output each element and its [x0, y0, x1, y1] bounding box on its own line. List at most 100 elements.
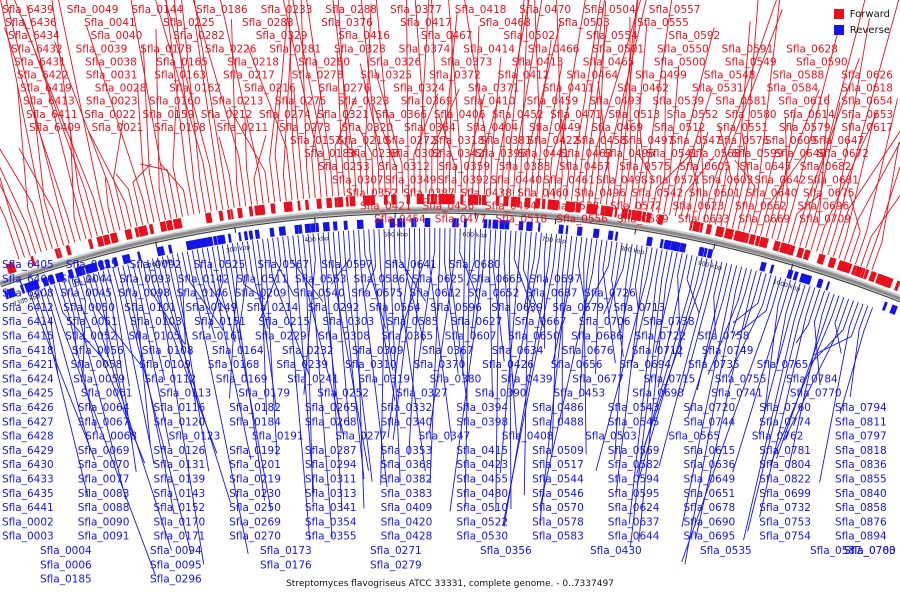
reverse-gene-label: Sfla_6425	[2, 388, 54, 400]
forward-gene-label: Sfla_0416	[338, 30, 390, 42]
forward-leader-line	[821, 18, 870, 254]
forward-gene	[205, 212, 213, 224]
reverse-gene-label: Sfla_0409	[381, 502, 433, 514]
reverse-gene-label: Sfla_0677	[572, 373, 624, 385]
forward-gene	[868, 270, 875, 282]
forward-gene-label: Sfla_0571	[649, 174, 701, 186]
reverse-gene-label: Sfla_0678	[684, 502, 736, 514]
reverse-gene-label: Sfla_0665	[471, 273, 523, 285]
forward-gene-label: Sfla_0603	[702, 174, 754, 186]
forward-gene	[87, 238, 94, 250]
reverse-gene-label: Sfla_0209	[235, 288, 287, 300]
forward-gene	[102, 234, 111, 246]
reverse-gene	[769, 264, 775, 274]
reverse-gene-label: Sfla_0051	[66, 316, 118, 328]
forward-leader-line	[0, 183, 31, 256]
reverse-gene	[310, 223, 316, 233]
reverse-leader-line	[776, 281, 796, 365]
forward-leader-line	[414, 0, 427, 194]
forward-gene-label: Sfla_6436	[5, 17, 57, 29]
forward-leader-line	[431, 0, 439, 194]
forward-gene-label: Sfla_0364	[404, 122, 456, 134]
forward-leader-line	[597, 80, 611, 205]
forward-leader-line	[139, 163, 178, 218]
reverse-gene-label: Sfla_0050	[63, 302, 115, 314]
forward-gene-label: Sfla_0418	[455, 4, 507, 16]
reverse-leader-line	[262, 239, 278, 456]
forward-gene	[843, 262, 851, 273]
forward-leader-line	[431, 88, 460, 194]
forward-gene-label: Sfla_0028	[95, 83, 147, 95]
reverse-leader-line	[201, 248, 228, 313]
forward-leader-line	[534, 0, 541, 198]
reverse-gene-label: Sfla_0753	[759, 516, 811, 528]
forward-gene-label: Sfla_0217	[223, 70, 275, 82]
forward-gene-label: Sfla_0456	[423, 201, 475, 213]
reverse-leader-line	[322, 232, 343, 512]
forward-gene-label: Sfla_0581	[715, 96, 767, 108]
forward-gene-label: Sfla_0463	[561, 148, 613, 160]
forward-gene-label: Sfla_0323	[338, 96, 390, 108]
forward-gene-label: Sfla_0276	[319, 83, 371, 95]
reverse-gene-label: Sfla_0700	[844, 545, 896, 557]
reverse-gene-label: Sfla_0570	[532, 502, 584, 514]
forward-gene	[614, 207, 618, 218]
forward-gene-label: Sfla_0539	[653, 96, 705, 108]
reverse-gene	[67, 269, 75, 279]
reverse-gene	[19, 284, 26, 294]
forward-gene-label: Sfla_0550	[657, 43, 709, 55]
forward-gene	[416, 194, 421, 205]
reverse-leader-line	[813, 290, 826, 385]
reverse-leader-line	[330, 230, 351, 285]
reverse-gene-label: Sfla_0113	[160, 388, 212, 400]
reverse-leader-line	[543, 233, 547, 349]
reverse-leader-line	[302, 234, 314, 503]
forward-gene-label: Sfla_0601	[689, 187, 741, 199]
reverse-gene-label: Sfla_0625	[412, 273, 464, 285]
forward-gene-label: Sfla_0605	[679, 161, 731, 173]
forward-gene-label: Sfla_0501	[592, 43, 644, 55]
reverse-leader-line	[142, 260, 186, 345]
forward-gene	[840, 261, 848, 272]
reverse-gene-label: Sfla_0637	[608, 516, 660, 528]
reverse-gene	[97, 260, 105, 271]
reverse-leader-line	[614, 244, 633, 461]
scale-label: 300 kbp	[225, 244, 250, 255]
reverse-gene-label: Sfla_0480	[456, 488, 508, 500]
forward-leader-line	[340, 140, 363, 195]
reverse-gene-label: Sfla_0553	[295, 273, 347, 285]
reverse-leader-line	[743, 271, 762, 331]
reverse-gene	[518, 221, 524, 231]
forward-gene	[893, 280, 900, 292]
forward-gene-label: Sfla_0589	[617, 214, 669, 226]
reverse-gene-label: Sfla_0509	[532, 445, 584, 457]
reverse-leader-line	[523, 232, 532, 496]
forward-gene	[362, 195, 368, 206]
reverse-gene-label: Sfla_0744	[684, 416, 736, 428]
reverse-gene	[380, 218, 384, 228]
reverse-gene-label: Sfla_0070	[78, 459, 130, 471]
forward-leader-line	[142, 44, 161, 222]
forward-leader-line	[669, 27, 715, 216]
reverse-gene	[92, 262, 99, 272]
forward-gene-label: Sfla_0471	[550, 109, 602, 121]
forward-leader-line	[293, 90, 305, 200]
gene-labels: Sfla_6439 Sfla_0049 Sfla_0144 Sfla_0186 Sfla…	[2, 4, 896, 586]
forward-leader-line	[282, 35, 292, 201]
forward-gene-label: Sfla_0548	[704, 70, 756, 82]
reverse-gene-label: Sfla_0365	[382, 331, 434, 343]
forward-leader-line	[680, 155, 715, 218]
forward-gene	[334, 197, 338, 208]
reverse-leader-line	[387, 228, 411, 439]
reverse-gene-label: Sfla_0687	[526, 288, 578, 300]
reverse-gene-label: Sfla_0179	[238, 388, 290, 400]
reverse-gene-label: Sfla_0077	[78, 474, 130, 486]
reverse-leader-line	[732, 273, 767, 324]
reverse-gene-label: Sfla_0056	[72, 345, 124, 357]
reverse-leader-line	[251, 240, 277, 408]
forward-leader-line	[337, 0, 351, 196]
forward-gene	[836, 260, 846, 272]
reverse-gene-label: Sfla_0390	[475, 388, 527, 400]
reverse-gene	[414, 218, 417, 228]
forward-gene-label: Sfla_0502	[503, 30, 555, 42]
